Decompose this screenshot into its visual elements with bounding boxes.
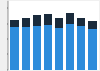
Bar: [55, 18, 63, 28]
Bar: [33, 15, 41, 26]
Bar: [88, 29, 96, 70]
Bar: [66, 24, 74, 70]
Bar: [88, 21, 96, 29]
Bar: [77, 26, 85, 70]
Bar: [33, 26, 41, 70]
Bar: [22, 18, 30, 27]
Bar: [10, 20, 19, 27]
Bar: [77, 18, 85, 26]
Bar: [55, 28, 63, 70]
Bar: [44, 25, 52, 70]
Bar: [10, 27, 19, 70]
Bar: [44, 14, 52, 25]
Bar: [22, 27, 30, 70]
Bar: [66, 13, 74, 24]
